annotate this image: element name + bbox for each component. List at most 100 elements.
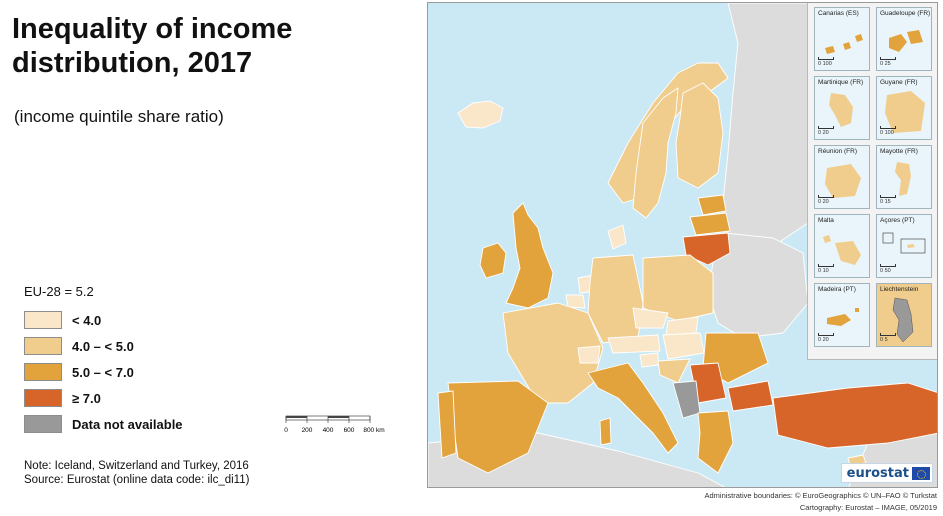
inset-scale: 0 10 xyxy=(818,264,834,274)
inset-shape xyxy=(895,162,911,196)
logo-text: eurostat xyxy=(846,465,909,481)
legend-label: 5.0 – < 7.0 xyxy=(72,364,134,380)
finland xyxy=(675,82,724,189)
united-kingdom xyxy=(505,202,554,309)
inset-label: Guadeloupe (FR) xyxy=(880,10,931,17)
inset-label: Madeira (PT) xyxy=(818,286,856,293)
inset-shape xyxy=(889,30,923,52)
sardinia xyxy=(599,417,612,446)
inset-shape xyxy=(882,232,926,254)
inset-label: Malta xyxy=(818,217,834,224)
bulgaria xyxy=(727,380,774,412)
inset-scale: 0 20 xyxy=(818,333,834,343)
western-balkans xyxy=(672,380,701,419)
inset-shape xyxy=(823,235,861,265)
inset-scale: 0 25 xyxy=(880,57,896,67)
ireland xyxy=(479,242,507,279)
inset-label: Guyane (FR) xyxy=(880,79,918,86)
denmark xyxy=(607,224,627,250)
greece xyxy=(697,410,734,474)
source-text: Source: Eurostat (online data code: ilc_… xyxy=(24,474,250,486)
inset-guadeloupe: Guadeloupe (FR) 0 25 xyxy=(876,7,932,71)
inset-shape xyxy=(825,34,863,54)
inset-label: Martinique (FR) xyxy=(818,79,864,86)
inset-shape xyxy=(885,91,925,133)
inset-label: Liechtenstein xyxy=(880,286,919,293)
inset-guyane: Guyane (FR) 0 100 xyxy=(876,76,932,140)
eurostat-logo: eurostat xyxy=(841,463,933,483)
portugal xyxy=(437,390,457,459)
inset-martinique: Martinique (FR) 0 20 xyxy=(814,76,870,140)
cartography-credit: Cartography: Eurostat – IMAGE, 05/2019 xyxy=(799,503,937,512)
russia-region xyxy=(722,3,809,254)
inset-label: Canarias (ES) xyxy=(818,10,859,17)
belgium xyxy=(565,294,586,309)
slovenia xyxy=(639,352,659,368)
inset-label: Réunion (FR) xyxy=(818,148,858,155)
france xyxy=(502,302,604,404)
switzerland xyxy=(577,345,601,364)
eu-average-label: EU-28 = 5.2 xyxy=(24,284,94,299)
slovakia xyxy=(665,316,699,336)
inset-scale: 0 20 xyxy=(818,195,834,205)
legend-item-ge7: ≥ 7.0 xyxy=(24,385,264,411)
inset-label: Açores (PT) xyxy=(880,217,915,224)
germany xyxy=(587,254,644,344)
scale-tick: 0 xyxy=(284,427,288,434)
legend-item-5-7: 5.0 – < 7.0 xyxy=(24,359,264,385)
estonia xyxy=(697,194,727,216)
sweden xyxy=(632,87,679,219)
inset-canarias: Canarias (ES) 0 100 xyxy=(814,7,870,71)
czechia xyxy=(632,307,669,329)
legend-label: < 4.0 xyxy=(72,312,102,328)
map-panel: Canarias (ES) 0 100 Guadeloupe (FR) 0 25… xyxy=(427,2,938,488)
inset-shape xyxy=(892,297,914,343)
legend: EU-28 = 5.2 < 4.0 4.0 – < 5.0 5.0 – < 7.… xyxy=(24,284,264,437)
scale-tick: 600 xyxy=(344,427,355,434)
inset-liechtenstein: Liechtenstein 0 5 xyxy=(876,283,932,347)
legend-label: Data not available xyxy=(72,416,183,432)
note-text: Note: Iceland, Switzerland and Turkey, 2… xyxy=(24,460,249,472)
inset-label: Mayotte (FR) xyxy=(880,148,918,155)
inset-scale: 0 100 xyxy=(818,57,834,67)
inset-madeira: Madeira (PT) 0 20 xyxy=(814,283,870,347)
legend-label: ≥ 7.0 xyxy=(72,390,101,406)
latvia xyxy=(689,212,731,236)
legend-swatch xyxy=(24,337,62,355)
inset-scale: 0 20 xyxy=(818,126,834,136)
lithuania xyxy=(682,232,731,266)
inset-scale: 0 50 xyxy=(880,264,896,274)
croatia xyxy=(657,358,691,384)
legend-item-na: Data not available xyxy=(24,411,264,437)
inset-shape xyxy=(825,164,861,198)
poland xyxy=(642,254,714,322)
map-title: Inequality of income distribution, 2017 xyxy=(12,13,293,79)
inset-scale: 0 15 xyxy=(880,195,896,205)
notes: Note: Iceland, Switzerland and Turkey, 2… xyxy=(24,459,249,487)
scale-tick: 400 xyxy=(323,427,334,434)
legend-swatch xyxy=(24,311,62,329)
inset-scale: 0 100 xyxy=(880,126,896,136)
eu-flag-icon xyxy=(912,466,930,480)
legend-item-4-5: 4.0 – < 5.0 xyxy=(24,333,264,359)
legend-swatch xyxy=(24,363,62,381)
inset-acores: Açores (PT) 0 50 xyxy=(876,214,932,278)
inset-shape xyxy=(829,93,853,127)
iceland xyxy=(457,100,504,129)
inset-mayotte: Mayotte (FR) 0 15 xyxy=(876,145,932,209)
legend-swatch xyxy=(24,415,62,433)
scale-tick: 800 km xyxy=(363,427,384,434)
scale-bar: 0 200 400 600 800 km xyxy=(284,415,385,434)
italy xyxy=(587,362,679,454)
inset-scale: 0 5 xyxy=(880,333,896,343)
scale-tick: 200 xyxy=(302,427,313,434)
hungary xyxy=(662,332,705,360)
legend-swatch xyxy=(24,389,62,407)
europe-map xyxy=(428,3,937,487)
inset-shape xyxy=(827,308,859,326)
inset-malta: Malta 0 10 xyxy=(814,214,870,278)
legend-label: 4.0 – < 5.0 xyxy=(72,338,134,354)
turkey xyxy=(772,382,937,449)
legend-item-lt4: < 4.0 xyxy=(24,307,264,333)
inset-reunion: Réunion (FR) 0 20 xyxy=(814,145,870,209)
